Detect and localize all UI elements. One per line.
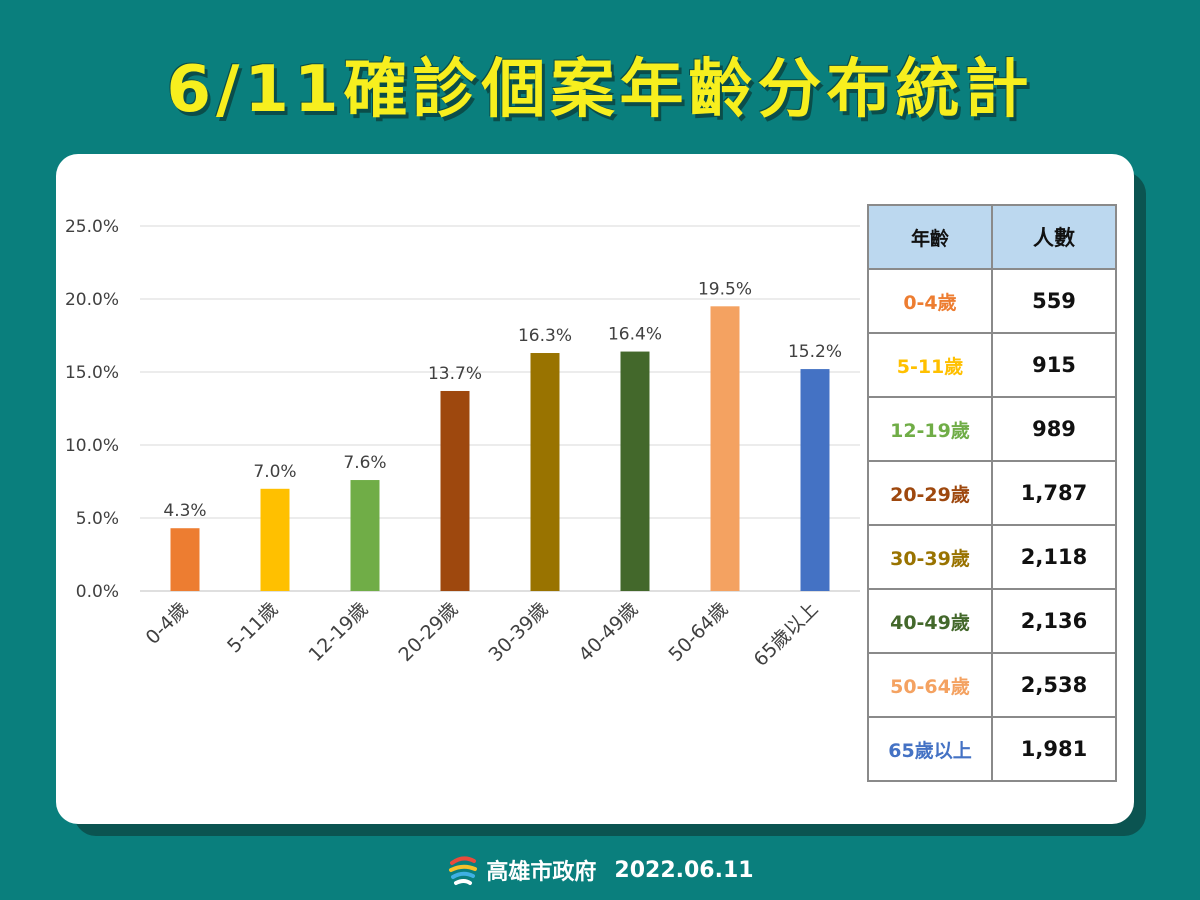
row-count: 915: [991, 332, 1117, 398]
data-label: 16.4%: [608, 325, 662, 345]
data-label: 4.3%: [163, 501, 206, 521]
x-tick-label: 40-49歲: [574, 598, 642, 666]
y-tick-label: 5.0%: [76, 509, 119, 529]
table-row: 50-64歲 2,538: [867, 652, 1117, 718]
row-count: 1,787: [991, 460, 1117, 526]
page-title: 6/11確診個案年齡分布統計: [166, 53, 1034, 127]
table-row: 12-19歲 989: [867, 396, 1117, 462]
row-age: 5-11歲: [867, 332, 993, 398]
data-label: 15.2%: [788, 342, 842, 362]
footer: 高雄市政府 2022.06.11: [0, 850, 1200, 890]
bar: [170, 528, 200, 591]
y-tick-label: 10.0%: [65, 436, 119, 456]
row-count: 559: [991, 268, 1117, 334]
data-label: 7.6%: [343, 453, 386, 473]
table-row: 5-11歲 915: [867, 332, 1117, 398]
row-count: 1,981: [991, 716, 1117, 782]
y-tick-label: 15.0%: [65, 363, 119, 383]
row-age: 50-64歲: [867, 652, 993, 718]
bar: [440, 390, 470, 591]
bar: [530, 353, 560, 591]
x-tick-label: 20-29歲: [394, 598, 462, 666]
row-count: 2,136: [991, 588, 1117, 654]
row-age: 12-19歲: [867, 396, 993, 462]
age-count-table: 年齡 人數 0-4歲 559 5-11歲 915 12-19歲 989 20-2…: [867, 204, 1117, 782]
table-row: 30-39歲 2,118: [867, 524, 1117, 590]
bar: [350, 480, 380, 591]
data-label: 19.5%: [698, 279, 752, 299]
row-age: 30-39歲: [867, 524, 993, 590]
x-tick-label: 0-4歲: [142, 598, 193, 649]
row-count: 2,118: [991, 524, 1117, 590]
table-row: 40-49歲 2,136: [867, 588, 1117, 654]
row-age: 40-49歲: [867, 588, 993, 654]
header-count: 人數: [991, 204, 1117, 270]
y-tick-label: 25.0%: [65, 217, 119, 237]
table-header-row: 年齡 人數: [867, 204, 1117, 270]
y-tick-label: 20.0%: [65, 290, 119, 310]
row-age: 65歲以上: [867, 716, 993, 782]
bar: [620, 351, 650, 591]
row-age: 0-4歲: [867, 268, 993, 334]
table-row: 20-29歲 1,787: [867, 460, 1117, 526]
x-tick-label: 30-39歲: [484, 598, 552, 666]
footer-date: 2022.06.11: [614, 857, 754, 883]
row-count: 2,538: [991, 652, 1117, 718]
data-label: 13.7%: [428, 364, 482, 384]
x-tick-label: 65歲以上: [750, 598, 823, 671]
x-tick-label: 50-64歲: [664, 598, 732, 666]
data-label: 16.3%: [518, 326, 572, 346]
table-row: 65歲以上 1,981: [867, 716, 1117, 782]
kaohsiung-logo-icon: [449, 856, 478, 885]
data-label: 7.0%: [253, 462, 296, 482]
row-count: 989: [991, 396, 1117, 462]
bar: [800, 369, 830, 591]
bar: [260, 488, 290, 591]
row-age: 20-29歲: [867, 460, 993, 526]
x-tick-label: 5-11歲: [223, 598, 282, 657]
bar: [710, 306, 740, 591]
header-age: 年齡: [867, 204, 993, 270]
table-row: 0-4歲 559: [867, 268, 1117, 334]
x-tick-label: 12-19歲: [304, 598, 372, 666]
org-name: 高雄市政府: [486, 860, 597, 885]
y-tick-label: 0.0%: [76, 582, 119, 602]
